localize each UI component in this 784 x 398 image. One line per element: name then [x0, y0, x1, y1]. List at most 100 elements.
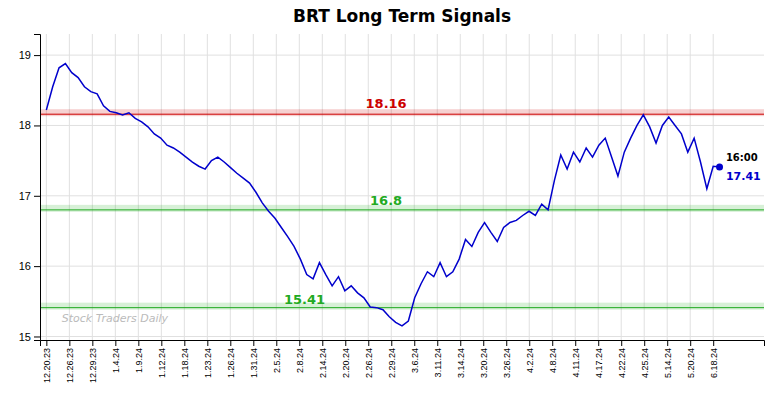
grid-line-x	[391, 34, 392, 340]
marks	[40, 64, 764, 326]
x-tick: 4.17.24	[594, 340, 604, 378]
grid-line-x	[345, 34, 346, 340]
y-tick-label: 16	[19, 260, 31, 272]
grid-line-x	[368, 34, 369, 340]
y-axis: 15 16 17 18 19	[19, 35, 41, 343]
grid-line-x	[713, 34, 714, 340]
grid-line-x	[598, 34, 599, 340]
grid-line-y	[40, 125, 764, 126]
x-tick: 4.8.24	[548, 340, 558, 373]
x-tick: 3.26.24	[502, 340, 512, 378]
y-tick-mark	[34, 266, 40, 267]
x-tick-label: 5.20.24	[686, 348, 696, 378]
signal-line	[40, 114, 764, 115]
x-tick-label: 1.4.24	[111, 348, 121, 373]
grid-line-x	[138, 34, 139, 340]
last-price-label: 17.41	[726, 170, 761, 183]
x-tick-label: 3.26.24	[502, 348, 512, 378]
y-tick-mark	[34, 125, 40, 126]
x-tick: 2.14.24	[318, 340, 328, 378]
x-tick-mark	[230, 340, 231, 346]
signal-line	[40, 209, 764, 210]
y-tick-label: 18	[19, 119, 31, 131]
grid-line-x	[276, 34, 277, 340]
y-axis-line	[34, 35, 41, 341]
y-tick-label: 19	[19, 49, 31, 61]
grid-line-x	[115, 34, 116, 340]
x-tick-label: 2.20.24	[341, 348, 351, 378]
x-tick-label: 12.20.23	[42, 348, 52, 383]
x-tick-label: 4.17.24	[594, 348, 604, 378]
x-tick-mark	[598, 340, 599, 346]
x-tick: 4.11.24	[571, 340, 581, 377]
x-tick: 4.22.24	[617, 340, 627, 378]
watermark: Stock Traders Daily	[62, 312, 169, 325]
plot-area: 12.20.2312.26.2312.29.231.4.241.9.241.12…	[19, 34, 765, 383]
grid-line-x	[690, 34, 691, 340]
y-tick-label: 15	[19, 331, 31, 343]
grid-line-x	[184, 34, 185, 340]
y-tick: 16	[19, 260, 40, 272]
signal-line	[40, 307, 764, 308]
x-tick-mark	[322, 340, 323, 346]
grid-line-x	[46, 34, 47, 340]
x-tick-label: 2.8.24	[295, 348, 305, 373]
y-tick: 18	[19, 119, 40, 131]
x-tick: 12.29.23	[88, 340, 98, 383]
grid-line-x	[207, 34, 208, 340]
x-tick-label: 12.29.23	[88, 348, 98, 383]
x-tick-label: 2.29.24	[387, 348, 397, 378]
x-tick-mark	[690, 340, 691, 346]
x-tick-mark	[483, 340, 484, 346]
x-tick: 12.20.23	[42, 340, 52, 383]
grid-line-y	[40, 55, 764, 56]
grid-line-y	[40, 266, 764, 267]
x-tick-mark	[391, 340, 392, 346]
x-tick-label: 3.20.24	[479, 348, 489, 378]
x-tick-mark	[253, 340, 254, 346]
grid-line-x	[437, 34, 438, 340]
title: BRT Long Term Signals	[293, 6, 511, 26]
grid-line-x	[161, 34, 162, 340]
y-tick: 17	[19, 190, 40, 202]
price-line	[46, 64, 719, 326]
x-tick-mark	[92, 340, 93, 346]
x-tick-label: 3.14.24	[456, 348, 466, 378]
x-tick: 2.20.24	[341, 340, 351, 378]
x-tick: 2.29.24	[387, 340, 397, 378]
x-tick: 5.20.24	[686, 340, 696, 378]
grid-line-x	[230, 34, 231, 340]
x-tick: 6.18.24	[709, 340, 719, 378]
signal-label: 15.41	[284, 292, 325, 307]
x-tick: 4.25.24	[640, 340, 650, 378]
last-point	[716, 163, 723, 170]
y-tick-label: 17	[19, 190, 31, 202]
x-tick-mark	[115, 340, 116, 346]
x-tick-label: 2.14.24	[318, 348, 328, 378]
x-tick: 1.23.24	[203, 340, 213, 378]
x-tick-label: 1.23.24	[203, 348, 213, 378]
x-tick-mark	[460, 340, 461, 346]
x-tick-label: 6.18.24	[709, 348, 719, 378]
x-tick-mark	[621, 340, 622, 346]
x-tick-label: 3.6.24	[410, 348, 420, 373]
x-tick-mark	[276, 340, 277, 346]
last-time-label: 16:00	[726, 152, 758, 163]
x-tick: 3.20.24	[479, 340, 489, 378]
grid-line-x	[92, 34, 93, 340]
grid-line-x	[644, 34, 645, 340]
x-tick: 2.26.24	[364, 340, 374, 378]
x-tick: 12.26.23	[65, 340, 75, 383]
x-tick-mark	[644, 340, 645, 346]
x-tick-label: 1.18.24	[180, 348, 190, 378]
x-tick-label: 12.26.23	[65, 348, 75, 383]
x-tick-label: 2.26.24	[364, 348, 374, 378]
grid-line-x	[483, 34, 484, 340]
grid-line-x	[529, 34, 530, 340]
x-tick: 1.26.24	[226, 340, 236, 378]
x-tick-label: 1.31.24	[249, 348, 259, 378]
x-tick-mark	[713, 340, 714, 346]
x-tick-label: 3.11.24	[433, 348, 443, 377]
x-tick: 1.9.24	[134, 340, 144, 373]
y-tick: 15	[19, 331, 40, 343]
